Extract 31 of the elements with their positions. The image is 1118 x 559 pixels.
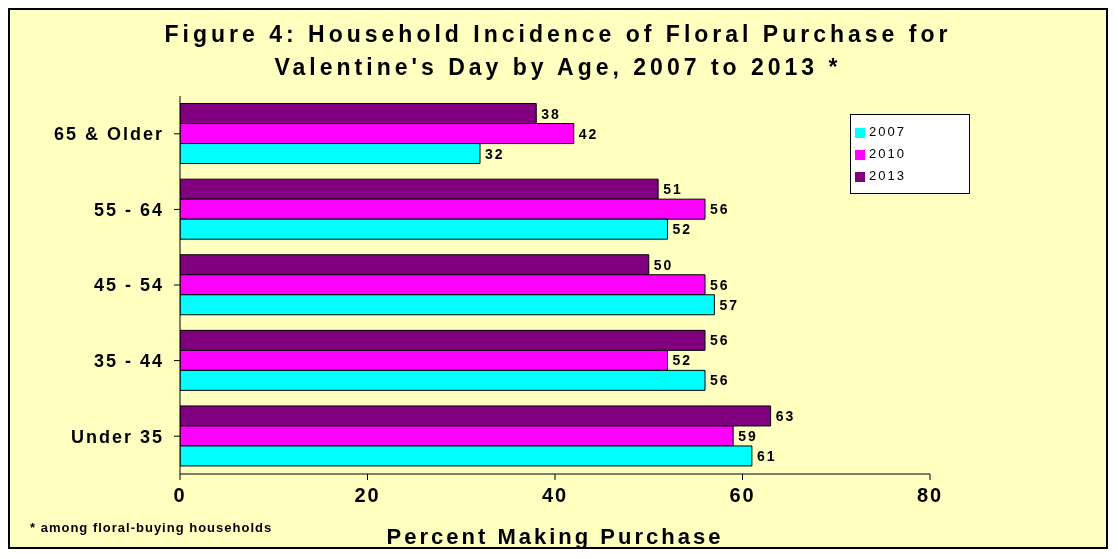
data-label: 56 (710, 276, 730, 293)
y-tick-label: 45 - 54 (93, 275, 164, 296)
x-tick-label: 60 (729, 484, 756, 507)
data-label: 38 (541, 105, 561, 122)
data-label: 56 (710, 332, 730, 349)
data-label: 42 (578, 125, 599, 142)
data-label: 52 (672, 221, 693, 238)
data-label: 32 (485, 145, 505, 162)
y-tick-label: 65 & Older (53, 124, 164, 145)
data-label: 59 (738, 427, 758, 444)
data-label: 56 (710, 201, 730, 218)
data-label: 63 (775, 407, 796, 424)
x-tick-label: 0 (173, 484, 187, 507)
x-tick-label: 40 (541, 484, 569, 507)
x-tick-label: 20 (354, 484, 381, 507)
chart-title: Figure 4: Household Incidence of Floral Purchase for Valentine's Day by Age, 2007 to 2013 * (163, 20, 953, 82)
data-label: 50 (653, 256, 674, 273)
legend-label: 2013 (869, 168, 906, 183)
legend-label: 2007 (869, 124, 906, 139)
text: * among floral-buying households (30, 520, 273, 535)
legend-label: 2010 (869, 146, 906, 161)
y-tick-label: 35 - 44 (93, 350, 164, 371)
y-tick-label: 55 - 64 (93, 199, 164, 220)
data-label: 57 (719, 296, 739, 313)
y-tick-label: Under 35 (70, 426, 164, 447)
data-label: 52 (672, 352, 693, 369)
x-axis-title: Percent Making Purchase (386, 524, 724, 549)
x-tick-label: 80 (916, 484, 944, 507)
data-label: 61 (756, 447, 777, 464)
data-label: 51 (663, 181, 683, 198)
data-label: 56 (710, 372, 730, 389)
